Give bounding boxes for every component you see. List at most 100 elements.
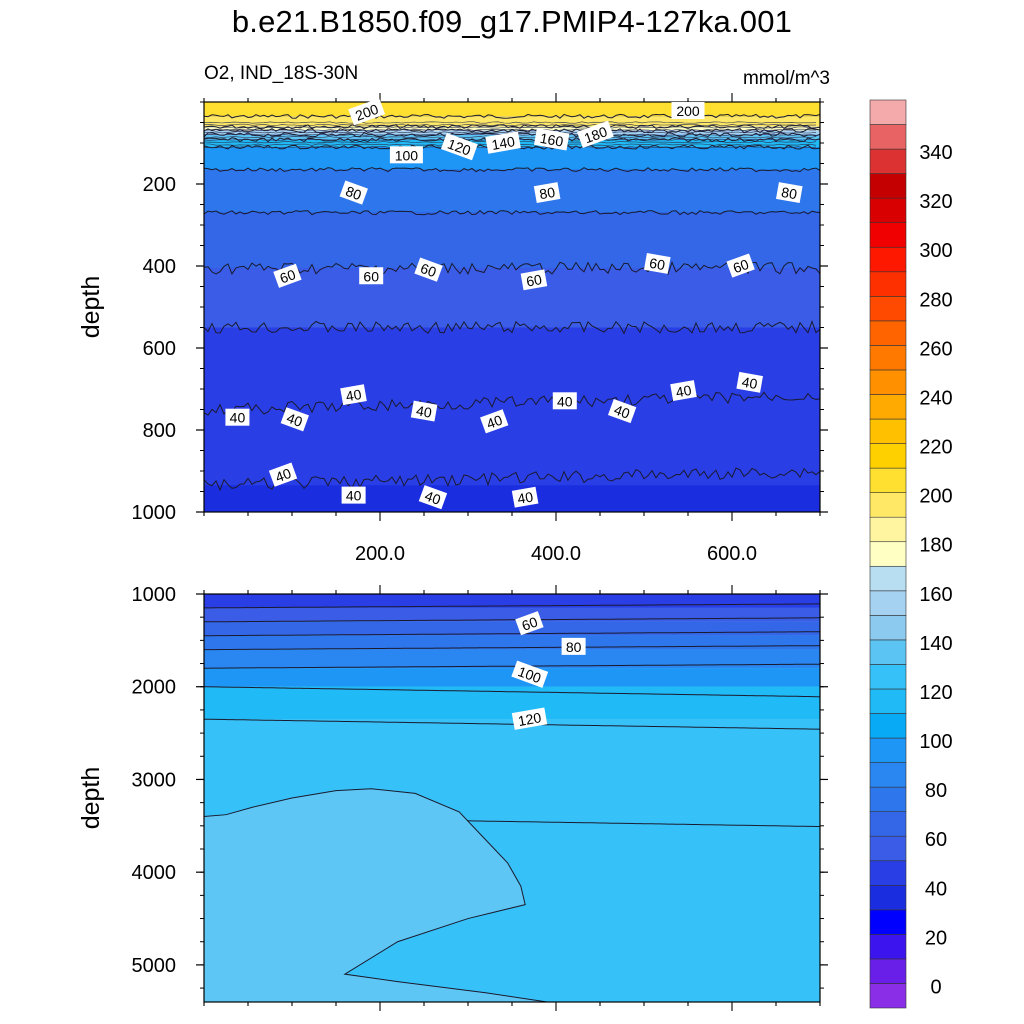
colorbar-tick-label: 280: [919, 289, 952, 311]
contour-label-text: 200: [353, 101, 381, 124]
contour-line: [204, 391, 820, 416]
colorbar-tick-label: 180: [919, 535, 952, 557]
colorbar-swatch: [869, 345, 907, 371]
variable-region-label: O2, IND_18S-30N: [204, 63, 359, 84]
colorbar-tick-label: 340: [919, 142, 952, 164]
contour-label-text: 80: [566, 639, 582, 655]
contour-label: 100: [511, 660, 549, 688]
contour-label: 180: [577, 120, 614, 148]
colorbar-swatch: [869, 884, 907, 911]
colorbar-swatch: [869, 197, 907, 224]
colorbar-swatch: [869, 296, 907, 322]
contour-line: [204, 617, 820, 623]
contour-label-text: 80: [780, 184, 798, 202]
colorbar: 0 20 40 60 80 100 120 140 160 180 200 220 240 260 280 3…: [869, 99, 953, 1009]
contour-label: 80: [533, 182, 561, 203]
contour-label: 40: [268, 462, 298, 487]
contour-label: 40: [225, 408, 250, 426]
colorbar-swatch: [869, 639, 907, 665]
contour-label-text: 40: [484, 412, 504, 432]
colorbar-tick-label: 100: [919, 731, 952, 753]
colorbar-swatch: [869, 835, 907, 862]
contour-label-text: 160: [539, 130, 565, 150]
y-axis-label: depth: [77, 767, 105, 830]
contour-line: [204, 320, 820, 335]
colorbar-swatch: [869, 320, 907, 346]
contour-label: 80: [775, 182, 803, 203]
contour-label: 80: [339, 180, 368, 205]
colorbar-swatch: [869, 713, 907, 739]
contour-label: 40: [736, 371, 763, 393]
colorbar-tick-label: 80: [925, 780, 947, 802]
colorbar-tick-label: 200: [919, 486, 952, 508]
contour-label-text: 40: [415, 402, 433, 420]
colorbar-swatch: [869, 394, 907, 420]
contour-label-text: 40: [741, 374, 759, 392]
colorbar-tick-label: 140: [919, 633, 952, 655]
contour-label: 40: [552, 392, 577, 410]
contour-label: 60: [726, 253, 755, 278]
contour-label-text: 140: [490, 133, 516, 153]
chart-title: b.e21.B1850.f09_g17.PMIP4-127ka.001: [231, 4, 793, 39]
contour-label: 40: [280, 407, 309, 432]
contour-region: [204, 788, 548, 1002]
contour-band: [204, 649, 820, 669]
contour-line: [204, 603, 820, 609]
contour-band: [204, 485, 820, 512]
contour-label-text: 40: [612, 401, 632, 421]
contour-band: [204, 212, 820, 269]
colorbar-swatch: [869, 590, 907, 616]
contour-line: [204, 123, 817, 127]
contour-line: [204, 113, 820, 119]
contour-label-text: 40: [230, 410, 246, 426]
colorbar-swatch: [869, 615, 907, 641]
colorbar-swatch: [869, 860, 907, 886]
x-tick-label: 400.0: [531, 543, 581, 565]
colorbar-tick-label: 20: [925, 927, 947, 949]
colorbar-swatch: [869, 934, 907, 960]
contour-line: [204, 467, 820, 492]
colorbar-swatch: [869, 173, 907, 199]
contour-label: 60: [273, 263, 302, 288]
colorbar-swatch: [869, 124, 907, 150]
colorbar-swatch: [869, 737, 907, 763]
contour-label-text: 80: [344, 183, 364, 203]
contour-label-text: 60: [525, 271, 543, 289]
upper-panel: 200 400 600 800 1000 200.0 400.0 600.0 depth 200 2…: [77, 93, 828, 565]
colorbar-swatch: [869, 541, 907, 567]
contour-line: [204, 128, 817, 131]
contour-band: [204, 668, 820, 687]
contour-label: 120: [511, 707, 548, 730]
y-axis-label: depth: [77, 276, 105, 339]
contour-label: 100: [389, 146, 423, 164]
colorbar-tick-label: 220: [919, 437, 952, 459]
colorbar-swatch: [869, 271, 907, 297]
contour-label-text: 40: [516, 488, 534, 506]
y-tick-label: 5000: [132, 955, 177, 977]
colorbar-swatch: [869, 516, 907, 543]
colorbar-tick-label: 40: [925, 878, 947, 900]
contour-label: 40: [410, 400, 438, 422]
contour-line: [204, 126, 817, 129]
contour-label: 160: [533, 127, 570, 151]
contour-label-text: 40: [285, 410, 305, 430]
contour-line: [204, 210, 820, 216]
contour-label: 80: [561, 637, 586, 655]
colorbar-swatch: [869, 222, 907, 248]
contour-band: [204, 327, 820, 410]
colorbar-swatch: [869, 811, 907, 837]
contour-label: 120: [440, 132, 478, 161]
colorbar-swatch: [869, 565, 907, 592]
contour-label-text: 40: [346, 488, 362, 504]
contour-label-text: 60: [418, 260, 438, 280]
contour-label: 40: [480, 409, 509, 434]
x-tick-label: 200.0: [355, 543, 405, 565]
colorbar-swatch: [869, 958, 907, 984]
contour-label-text: 60: [648, 255, 666, 273]
colorbar-tick-label: 0: [930, 976, 941, 998]
contour-label: 40: [341, 486, 366, 504]
y-tick-label: 600: [143, 338, 176, 360]
contour-band: [204, 147, 820, 170]
colorbar-swatch: [869, 983, 907, 1009]
